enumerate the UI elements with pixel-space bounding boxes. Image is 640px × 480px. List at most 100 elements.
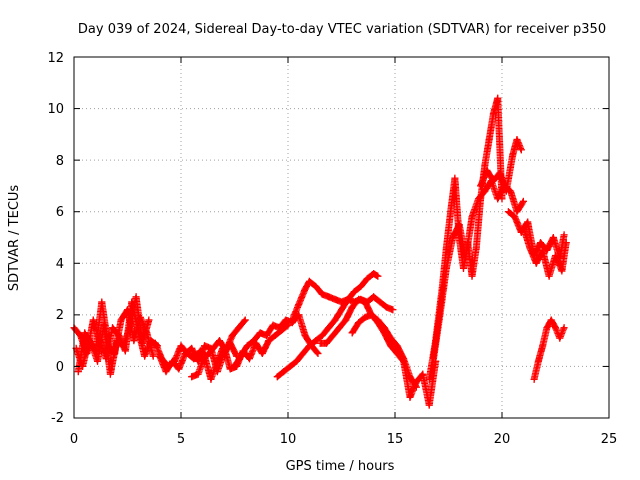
data-point (275, 324, 283, 332)
data-point (406, 393, 414, 401)
data-point (325, 324, 333, 332)
data-point (299, 350, 307, 358)
x-tick-label: 10 (280, 432, 297, 447)
data-point (468, 213, 476, 221)
data-point (74, 368, 82, 376)
data-point (517, 146, 525, 154)
data-point (355, 319, 363, 327)
data-point (207, 375, 215, 383)
data-point (175, 365, 183, 373)
data-point (145, 316, 153, 324)
data-point (318, 290, 326, 298)
data-point (316, 339, 324, 347)
data-point (256, 329, 264, 337)
y-tick-label: 0 (56, 360, 64, 375)
data-point (425, 375, 433, 383)
data-point (425, 401, 433, 409)
data-point (168, 357, 176, 365)
plot-frame (73, 56, 610, 419)
data-point (323, 339, 331, 347)
data-point (472, 244, 480, 252)
data-point (98, 298, 106, 306)
y-tick-label: 6 (56, 205, 64, 220)
series-sat-track-12 (425, 94, 506, 383)
y-axis-label: SDTVAR / TECUs (7, 185, 22, 292)
data-point (338, 306, 345, 314)
data-point (226, 365, 234, 373)
data-point (468, 272, 476, 280)
chart-title: Day 039 of 2024, Sidereal Day-to-day VTE… (78, 22, 606, 37)
data-point (552, 324, 559, 332)
data-point (400, 357, 408, 365)
data-point (489, 110, 497, 118)
data-point (235, 324, 243, 332)
x-tick-label: 20 (494, 432, 511, 447)
data-point (194, 357, 202, 365)
data-point (312, 282, 320, 290)
data-point (231, 362, 238, 370)
data-point (293, 357, 301, 365)
data-point (119, 342, 127, 350)
data-point (485, 136, 493, 144)
data-point (314, 350, 322, 358)
data-point (380, 329, 388, 337)
data-point (526, 244, 534, 252)
data-point (318, 331, 326, 339)
series-sat-track-13 (430, 177, 527, 363)
data-point (519, 223, 527, 231)
data-point (117, 316, 125, 324)
data-point (106, 370, 114, 378)
data-point (361, 298, 369, 306)
data-point (220, 342, 228, 350)
data-point (374, 319, 382, 327)
data-point (331, 316, 339, 324)
data-point (530, 375, 538, 383)
data-point (213, 357, 221, 365)
data-point (350, 288, 358, 296)
data-point (355, 295, 363, 303)
data-point (181, 350, 189, 358)
data-point (393, 350, 401, 358)
data-point (305, 342, 313, 350)
data-point (87, 339, 95, 347)
data-point (545, 272, 553, 280)
data-point (543, 324, 551, 332)
data-point (549, 234, 557, 241)
data-point (447, 208, 455, 216)
data-point (286, 362, 294, 370)
data-point (226, 339, 234, 347)
data-point (265, 337, 273, 345)
data-point (194, 370, 202, 378)
data-point (524, 218, 532, 226)
data-point (511, 213, 519, 221)
data-point (534, 357, 542, 365)
data-point (89, 316, 97, 324)
data-point (162, 368, 170, 376)
data-point (329, 331, 337, 339)
series-markers (530, 316, 568, 383)
data-point (389, 306, 397, 314)
series-markers (348, 311, 440, 409)
data-point (552, 252, 559, 260)
data-point (305, 277, 313, 285)
data-point (496, 169, 504, 177)
data-point (419, 370, 427, 378)
data-point (201, 352, 209, 360)
data-point (370, 293, 378, 301)
data-point (436, 311, 444, 319)
data-point (474, 195, 482, 203)
series-sat-track-9 (273, 270, 382, 381)
y-tick-label: 12 (47, 51, 64, 66)
y-tick-label: 8 (56, 154, 64, 169)
series-sat-track-15 (504, 208, 568, 262)
y-tick-label: -2 (51, 411, 64, 426)
data-point (201, 342, 209, 350)
data-point (177, 342, 185, 350)
data-point (100, 321, 108, 329)
series-sat-track-6 (188, 321, 292, 383)
y-tick-label: 10 (47, 102, 64, 117)
data-point (141, 352, 149, 360)
data-point (245, 355, 253, 363)
data-point (263, 331, 271, 339)
